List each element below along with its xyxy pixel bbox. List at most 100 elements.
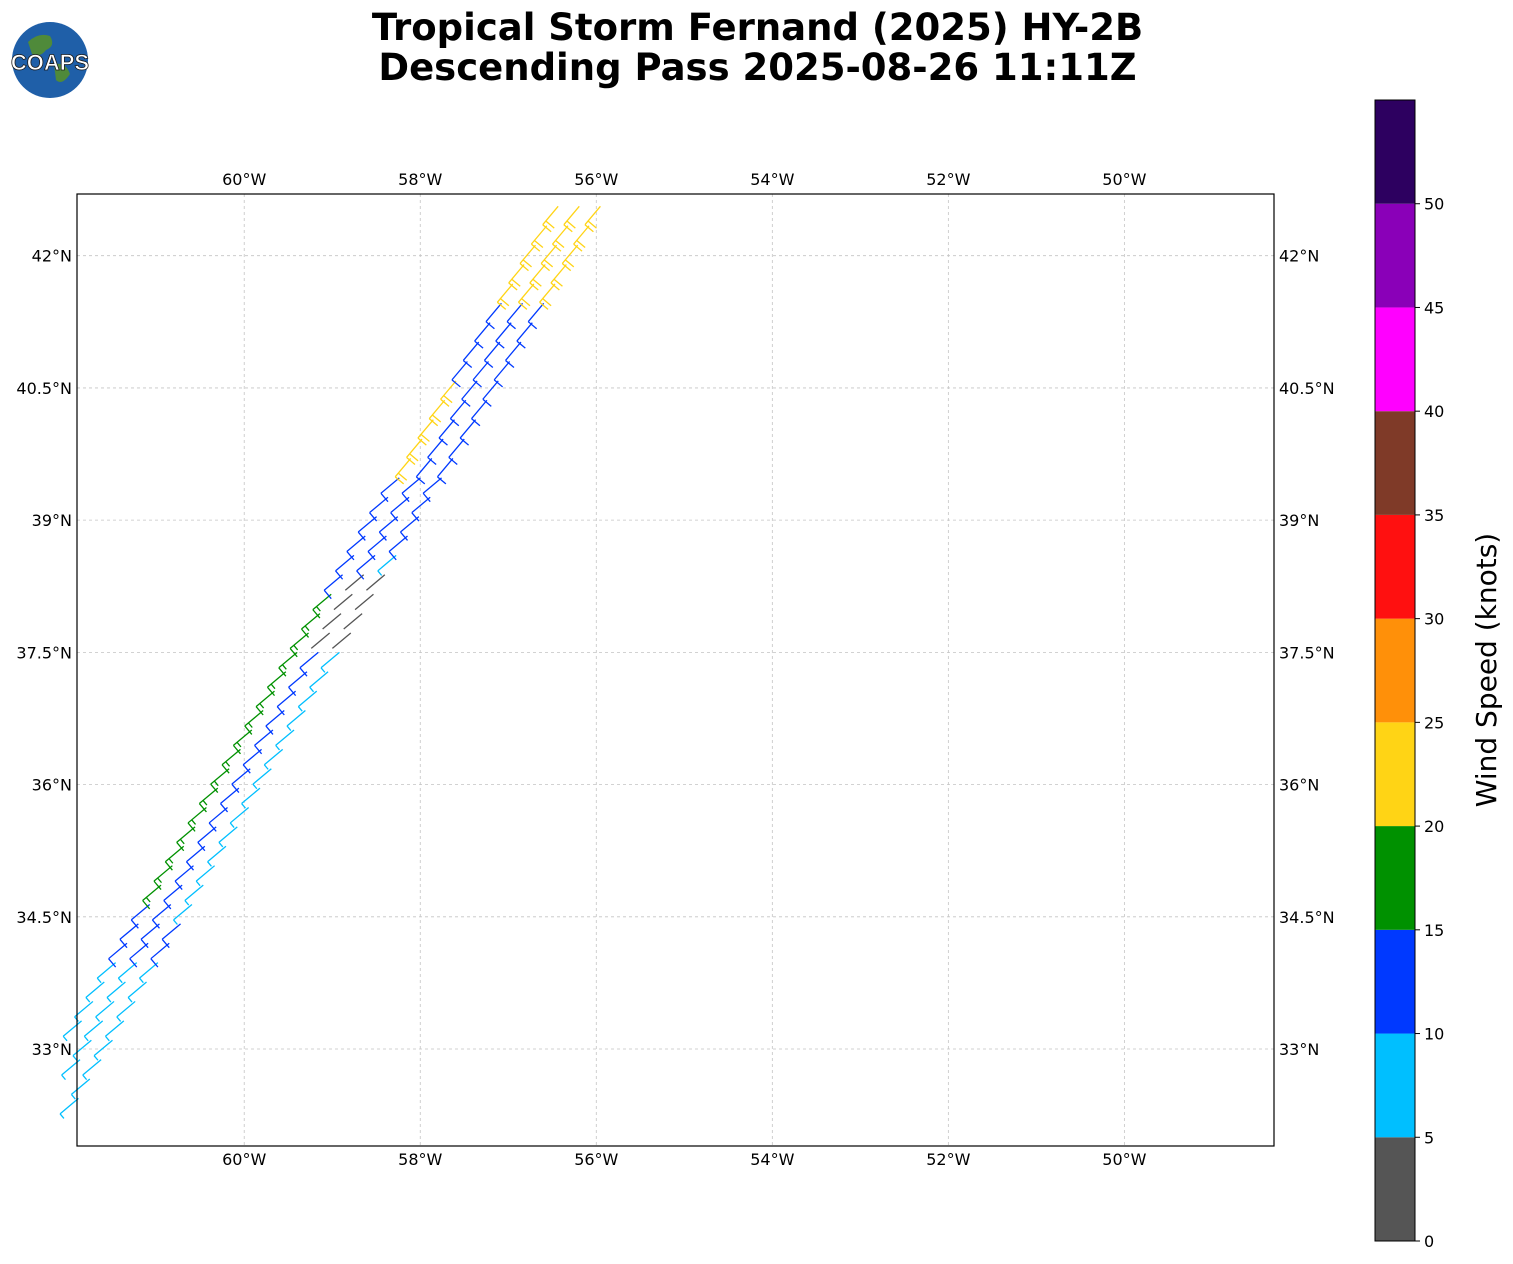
barb-shaft — [344, 574, 365, 591]
axis-ticks: 60°W 60°W 58°W 58°W 56°W 56°W 54°W 54°W 52°W 52°W… — [16, 170, 1334, 1169]
wind-barb — [462, 341, 480, 369]
barb-shaft — [436, 458, 454, 478]
barb-feather — [576, 239, 586, 249]
wind-barb — [459, 419, 477, 446]
barb-feather — [72, 1055, 78, 1061]
barb-shaft — [142, 884, 162, 902]
barb-feather — [323, 589, 332, 600]
wind-barb — [354, 593, 374, 611]
barb-feather — [289, 647, 298, 658]
barb-feather — [449, 418, 460, 427]
lat-tick-label-right: 36°N — [1279, 776, 1319, 795]
barb-feather — [163, 900, 172, 910]
barb-feather — [527, 321, 538, 330]
wind-barb — [297, 690, 318, 712]
barb-feather — [550, 282, 560, 291]
wind-barb — [346, 535, 366, 561]
lon-tick-label-bottom: 52°W — [926, 1150, 970, 1169]
barb-shaft — [150, 942, 170, 960]
wind-barb — [174, 865, 194, 890]
barb-feather — [390, 512, 399, 522]
barb-feather — [288, 686, 297, 697]
barb-shaft — [483, 341, 501, 361]
barb-feather — [563, 224, 573, 233]
colorbar-bin — [1375, 929, 1415, 1034]
wind-barb — [116, 1000, 136, 1022]
wind-barb — [561, 244, 579, 272]
colorbar-tick-label: 0 — [1424, 1232, 1434, 1251]
barb-feather — [93, 1055, 99, 1061]
wind-barb — [207, 845, 227, 867]
wind-barb — [335, 554, 355, 580]
barb-shaft — [539, 283, 556, 303]
barb-feather — [293, 644, 299, 651]
wind-barb — [241, 787, 261, 809]
barb-feather — [185, 861, 195, 871]
barb-shaft — [117, 962, 138, 979]
wind-barb — [185, 845, 206, 871]
barb-feather — [252, 783, 258, 790]
wind-barb — [96, 962, 117, 984]
wind-barb — [187, 807, 207, 832]
wind-barb — [550, 264, 567, 291]
barb-feather — [96, 977, 102, 984]
barb-shaft — [59, 1097, 79, 1115]
barb-feather — [316, 606, 321, 612]
barb-shaft — [388, 535, 408, 552]
barb-feather — [208, 822, 217, 832]
wind-barb — [312, 593, 332, 619]
wind-barb — [482, 380, 499, 407]
barb-feather — [286, 725, 292, 731]
wind-barb — [310, 632, 331, 649]
wind-barb — [369, 496, 389, 522]
wind-barb — [289, 632, 309, 658]
barb-shaft — [83, 1020, 104, 1037]
barb-feather — [573, 243, 583, 252]
barb-shaft — [312, 593, 332, 611]
colorbar-bin — [1375, 618, 1415, 723]
barb-feather — [263, 764, 269, 770]
barb-feather — [108, 958, 117, 968]
wind-barb — [276, 690, 297, 716]
barb-feather — [210, 783, 219, 793]
barb-feather — [401, 492, 410, 503]
barb-shaft — [151, 903, 172, 921]
barb-feather — [428, 418, 439, 427]
barb-shaft — [108, 942, 128, 960]
barb-shaft — [320, 651, 340, 669]
barb-feather — [247, 722, 253, 728]
coaps-globe-logo-icon: COAPS — [10, 22, 90, 98]
wind-barbs-layer — [59, 205, 601, 1119]
barb-shaft — [390, 496, 410, 514]
barb-feather — [462, 359, 473, 369]
wind-barb — [138, 962, 159, 984]
wind-barb — [485, 302, 502, 330]
wind-barb — [59, 1097, 79, 1119]
barb-shaft — [540, 244, 558, 264]
barb-feather — [388, 551, 397, 561]
barb-shaft — [299, 651, 319, 669]
wind-barb — [266, 671, 287, 697]
wind-barb — [208, 807, 228, 832]
barb-shaft — [198, 787, 219, 805]
barb-feather — [138, 977, 144, 984]
logo-text: COAPS — [11, 50, 89, 75]
barb-shaft — [289, 632, 309, 649]
wind-barb — [474, 322, 491, 349]
barb-shaft — [508, 264, 525, 284]
wind-barb — [278, 651, 298, 677]
barb-feather — [198, 803, 207, 813]
wind-barb — [184, 884, 204, 906]
barb-shaft — [221, 748, 241, 766]
barb-feather — [236, 741, 242, 748]
barb-shaft — [331, 632, 352, 649]
wind-barb — [422, 477, 442, 503]
lon-tick-label-top: 60°W — [222, 170, 266, 189]
wind-barb — [70, 1078, 91, 1100]
colorbar-label: Wind Speed (knots) — [1470, 533, 1503, 807]
barb-feather — [521, 298, 531, 307]
barb-shaft — [140, 923, 160, 940]
barb-feather — [415, 476, 426, 485]
colorbar-tick-label: 10 — [1424, 1025, 1444, 1044]
barb-feather — [266, 686, 276, 697]
